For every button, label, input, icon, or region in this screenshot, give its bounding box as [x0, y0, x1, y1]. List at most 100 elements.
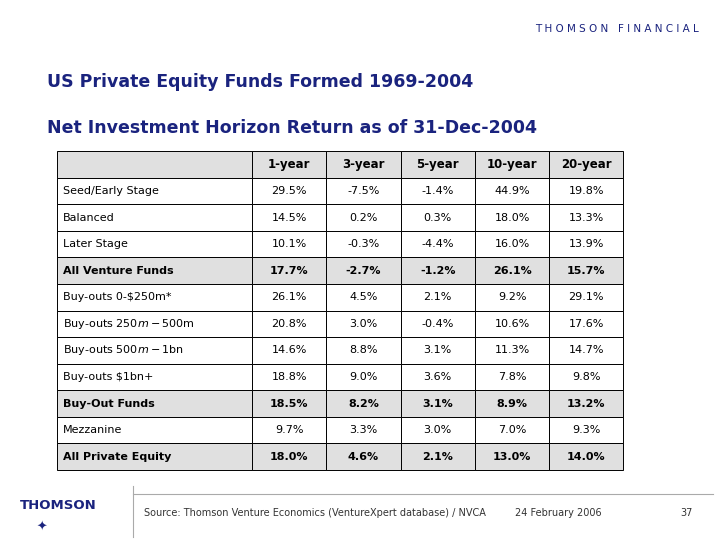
Text: 3.0%: 3.0%: [349, 319, 377, 329]
Text: Buy-outs $250m-$500m: Buy-outs $250m-$500m: [63, 317, 195, 331]
Bar: [326, 337, 400, 364]
Text: 9.8%: 9.8%: [572, 372, 600, 382]
Text: 29.5%: 29.5%: [271, 186, 307, 196]
Text: 17.6%: 17.6%: [569, 319, 604, 329]
Text: 4.5%: 4.5%: [349, 292, 378, 302]
Text: 10.1%: 10.1%: [271, 239, 307, 249]
Text: 16.0%: 16.0%: [495, 239, 530, 249]
Text: 26.1%: 26.1%: [271, 292, 307, 302]
Text: Later Stage: Later Stage: [63, 239, 128, 249]
Text: 10.6%: 10.6%: [495, 319, 530, 329]
Bar: [475, 390, 549, 417]
Text: 18.0%: 18.0%: [270, 452, 308, 462]
Bar: [326, 178, 400, 204]
Text: 9.2%: 9.2%: [498, 292, 526, 302]
Text: 9.3%: 9.3%: [572, 425, 600, 435]
Text: 9.7%: 9.7%: [275, 425, 303, 435]
Text: 18.8%: 18.8%: [271, 372, 307, 382]
Bar: [57, 258, 252, 284]
Bar: [57, 204, 252, 231]
Text: 14.7%: 14.7%: [569, 346, 604, 355]
Text: Mezzanine: Mezzanine: [63, 425, 122, 435]
Bar: [475, 310, 549, 337]
Text: Seed/Early Stage: Seed/Early Stage: [63, 186, 159, 196]
Text: Buy-outs $1bn+: Buy-outs $1bn+: [63, 372, 153, 382]
Text: Buy-outs 0-$250m*: Buy-outs 0-$250m*: [63, 292, 171, 302]
Bar: [326, 231, 400, 258]
Bar: [549, 151, 624, 178]
Bar: [400, 178, 475, 204]
Bar: [400, 390, 475, 417]
Bar: [475, 337, 549, 364]
Text: 13.9%: 13.9%: [569, 239, 604, 249]
Text: 19.8%: 19.8%: [569, 186, 604, 196]
Bar: [400, 258, 475, 284]
Bar: [549, 443, 624, 470]
Text: 18.0%: 18.0%: [495, 213, 530, 222]
Text: All Private Equity: All Private Equity: [63, 452, 171, 462]
Bar: [475, 417, 549, 443]
Bar: [475, 204, 549, 231]
Text: 0.2%: 0.2%: [349, 213, 378, 222]
Bar: [57, 390, 252, 417]
Text: 11.3%: 11.3%: [495, 346, 530, 355]
Bar: [252, 204, 326, 231]
Bar: [475, 151, 549, 178]
Bar: [400, 337, 475, 364]
Text: 26.1%: 26.1%: [492, 266, 531, 276]
Bar: [549, 310, 624, 337]
Bar: [57, 310, 252, 337]
Bar: [57, 443, 252, 470]
Bar: [549, 284, 624, 310]
Bar: [400, 231, 475, 258]
Bar: [252, 390, 326, 417]
Text: 2.1%: 2.1%: [423, 452, 453, 462]
Text: -2.7%: -2.7%: [346, 266, 381, 276]
Text: 13.0%: 13.0%: [493, 452, 531, 462]
Text: 14.5%: 14.5%: [271, 213, 307, 222]
Bar: [326, 310, 400, 337]
Bar: [475, 178, 549, 204]
Bar: [549, 390, 624, 417]
Text: -1.4%: -1.4%: [422, 186, 454, 196]
Text: 24 February 2006: 24 February 2006: [515, 508, 601, 518]
Text: 1-year: 1-year: [268, 158, 310, 171]
Text: 3.1%: 3.1%: [423, 346, 452, 355]
Text: THOMSON: THOMSON: [20, 500, 97, 512]
Text: Source: Thomson Venture Economics (VentureXpert database) / NVCA: Source: Thomson Venture Economics (Ventu…: [144, 508, 486, 518]
Bar: [252, 284, 326, 310]
Text: 7.0%: 7.0%: [498, 425, 526, 435]
Text: 13.2%: 13.2%: [567, 399, 606, 409]
Text: 20.8%: 20.8%: [271, 319, 307, 329]
Text: 18.5%: 18.5%: [270, 399, 308, 409]
Bar: [252, 443, 326, 470]
Text: 15.7%: 15.7%: [567, 266, 606, 276]
Bar: [326, 364, 400, 390]
Bar: [400, 151, 475, 178]
Text: 13.3%: 13.3%: [569, 213, 604, 222]
Text: 8.8%: 8.8%: [349, 346, 378, 355]
Bar: [326, 204, 400, 231]
Bar: [252, 258, 326, 284]
Bar: [326, 390, 400, 417]
Text: 37: 37: [680, 508, 693, 518]
Bar: [549, 178, 624, 204]
Bar: [549, 337, 624, 364]
Text: US Private Equity Funds Formed 1969-2004: US Private Equity Funds Formed 1969-2004: [47, 73, 473, 91]
Text: 3.1%: 3.1%: [423, 399, 453, 409]
Bar: [326, 417, 400, 443]
Text: Buy-outs $500m-$1bn: Buy-outs $500m-$1bn: [63, 343, 184, 357]
Bar: [252, 310, 326, 337]
Bar: [57, 337, 252, 364]
Text: All Venture Funds: All Venture Funds: [63, 266, 174, 276]
Text: 3-year: 3-year: [342, 158, 384, 171]
Text: 0.3%: 0.3%: [423, 213, 452, 222]
Bar: [400, 310, 475, 337]
Text: 14.0%: 14.0%: [567, 452, 606, 462]
Bar: [252, 417, 326, 443]
Bar: [400, 417, 475, 443]
Bar: [400, 204, 475, 231]
Text: ✦: ✦: [37, 521, 47, 534]
Bar: [400, 364, 475, 390]
Bar: [252, 178, 326, 204]
